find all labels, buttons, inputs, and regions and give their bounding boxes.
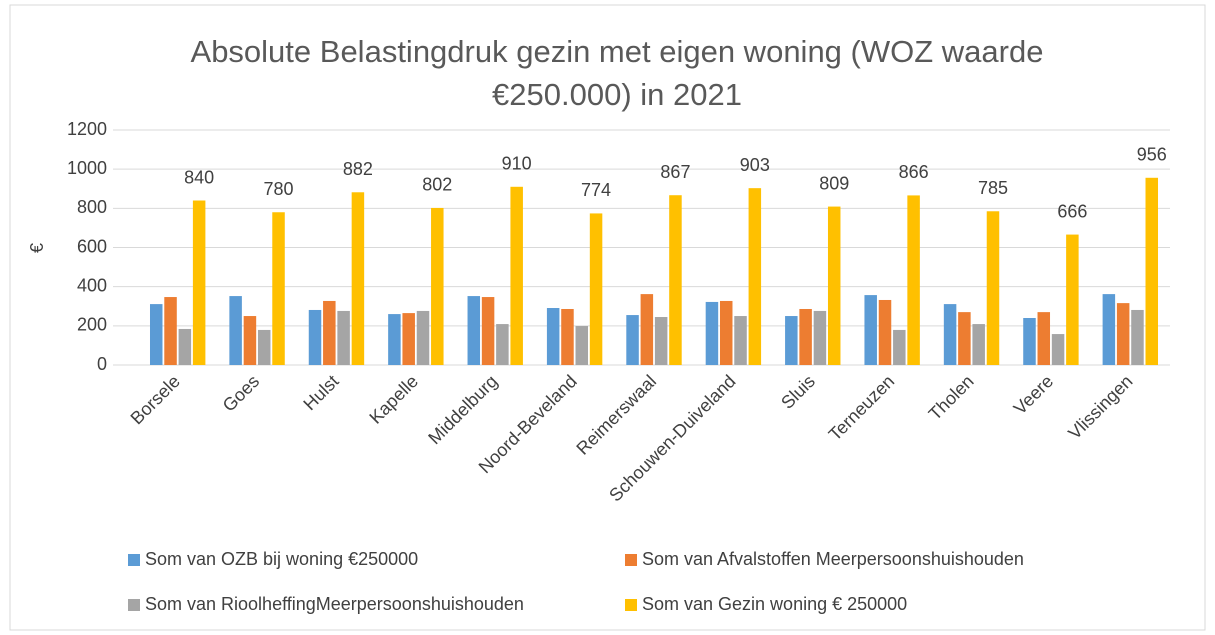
bar bbox=[907, 195, 920, 365]
bar bbox=[654, 317, 668, 365]
legend-swatch bbox=[128, 554, 140, 566]
bar bbox=[1116, 303, 1130, 365]
x-tick-label: Kapelle bbox=[365, 371, 422, 428]
bar bbox=[943, 304, 957, 365]
data-label: 866 bbox=[899, 162, 929, 182]
data-label: 774 bbox=[581, 180, 611, 200]
data-label: 802 bbox=[422, 175, 452, 195]
bar bbox=[669, 195, 682, 365]
x-tick-label: Reimerswaal bbox=[572, 371, 660, 459]
data-label: 910 bbox=[502, 154, 532, 174]
legend-swatch bbox=[625, 554, 637, 566]
bar bbox=[734, 316, 747, 365]
bar bbox=[431, 207, 444, 365]
y-tick-label: 0 bbox=[97, 354, 107, 374]
x-tick-label: Tholen bbox=[925, 371, 978, 424]
data-label: 785 bbox=[978, 178, 1008, 198]
bar bbox=[893, 329, 906, 365]
bar bbox=[785, 316, 798, 365]
data-label: 956 bbox=[1137, 145, 1167, 165]
x-tick-label: Terneuzen bbox=[825, 371, 899, 445]
y-tick-label: 600 bbox=[77, 236, 107, 256]
x-tick-label: Middelburg bbox=[424, 371, 501, 448]
bar bbox=[827, 206, 841, 365]
data-label: 867 bbox=[660, 162, 690, 182]
y-tick-label: 1200 bbox=[67, 119, 107, 139]
bar bbox=[1023, 318, 1036, 365]
y-tick-label: 800 bbox=[77, 197, 107, 217]
bar bbox=[1145, 177, 1159, 365]
bar bbox=[1131, 309, 1144, 365]
bar bbox=[1037, 312, 1051, 365]
bar bbox=[467, 296, 481, 365]
x-tick-label: Vlissingen bbox=[1064, 371, 1136, 443]
bar bbox=[496, 324, 509, 365]
data-label: 809 bbox=[819, 173, 849, 193]
bar bbox=[640, 294, 654, 365]
bar bbox=[243, 316, 257, 365]
bar bbox=[589, 213, 603, 365]
legend-swatch bbox=[128, 599, 140, 611]
legend-label: Som van Afvalstoffen Meerpersoonshuishou… bbox=[642, 549, 1024, 569]
bar bbox=[958, 312, 971, 365]
bar bbox=[719, 300, 733, 365]
bar bbox=[192, 200, 206, 365]
legend-label: Som van Gezin woning € 250000 bbox=[642, 594, 907, 614]
bar bbox=[813, 310, 827, 365]
bar bbox=[705, 301, 719, 365]
bar bbox=[799, 308, 812, 365]
bar bbox=[864, 295, 877, 365]
bar bbox=[510, 186, 523, 365]
bar bbox=[416, 310, 430, 365]
data-label: 903 bbox=[740, 155, 770, 175]
bar bbox=[229, 296, 242, 365]
y-tick-label: 1000 bbox=[67, 158, 107, 178]
bar bbox=[561, 308, 574, 365]
legend-label: Som van OZB bij woning €250000 bbox=[145, 549, 418, 569]
bar bbox=[481, 297, 495, 365]
bar bbox=[337, 310, 350, 365]
chart-border bbox=[9, 4, 1206, 631]
bar bbox=[986, 211, 1000, 365]
x-tick-label: Borsele bbox=[127, 371, 184, 428]
y-axis-label: € bbox=[27, 243, 47, 253]
bar bbox=[626, 315, 639, 365]
chart-title: Absolute Belastingdruk gezin met eigen w… bbox=[190, 34, 1044, 112]
bar bbox=[972, 324, 985, 365]
y-tick-label: 200 bbox=[77, 315, 107, 335]
bar bbox=[402, 313, 415, 365]
bar bbox=[575, 326, 589, 365]
bar bbox=[546, 308, 560, 365]
bar bbox=[257, 329, 271, 365]
bar bbox=[272, 212, 285, 365]
bar bbox=[388, 314, 401, 365]
x-tick-label: Veere bbox=[1010, 371, 1057, 418]
x-tick-label: Hulst bbox=[300, 371, 343, 414]
legend-swatch bbox=[625, 599, 637, 611]
data-label: 666 bbox=[1057, 201, 1087, 221]
bar bbox=[1102, 294, 1116, 365]
bar bbox=[878, 299, 892, 365]
bar bbox=[1051, 334, 1065, 365]
x-tick-label: Sluis bbox=[777, 371, 819, 413]
bar bbox=[149, 304, 163, 365]
data-label: 840 bbox=[184, 167, 214, 187]
bar bbox=[178, 328, 192, 365]
bar bbox=[1066, 234, 1079, 365]
data-label: 780 bbox=[264, 179, 294, 199]
legend-label: Som van RioolheffingMeerpersoonshuishoud… bbox=[145, 594, 524, 614]
bar bbox=[164, 297, 177, 365]
bar bbox=[351, 192, 365, 365]
y-tick-label: 400 bbox=[77, 275, 107, 295]
bar bbox=[748, 188, 762, 365]
bar bbox=[323, 300, 336, 365]
bar bbox=[308, 309, 322, 365]
x-tick-label: Goes bbox=[219, 371, 264, 416]
data-label: 882 bbox=[343, 159, 373, 179]
